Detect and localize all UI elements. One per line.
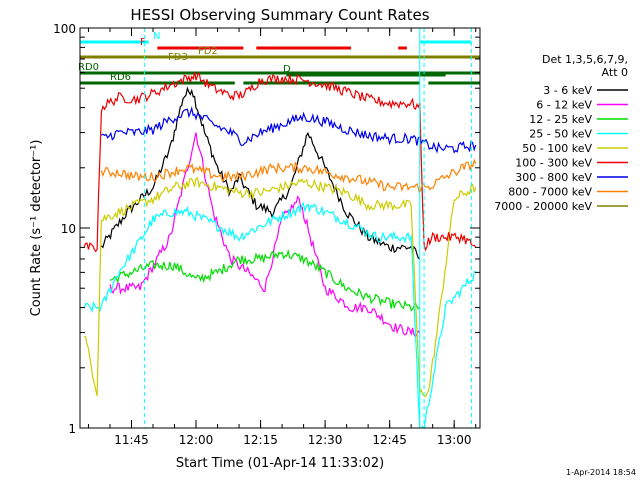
legend-label-3-6-kev: 3 - 6 keV — [543, 84, 592, 97]
legend-label-800-7000-kev: 800 - 7000 keV — [508, 186, 592, 199]
series-line-6-12-kev — [109, 132, 421, 338]
y-tick-label: 1 — [68, 422, 76, 436]
series-line-50-100-kev — [84, 176, 477, 398]
flag-label-d: D — [283, 64, 291, 75]
date-stamp: 1-Apr-2014 18:54 — [566, 468, 636, 477]
x-tick-label: 12:30 — [308, 433, 343, 447]
series-layer — [83, 71, 477, 428]
series-line-100-300-kev — [83, 71, 477, 253]
x-tick-label: 13:00 — [437, 433, 472, 447]
x-tick-label: 12:00 — [179, 433, 214, 447]
flag-label-n: N — [153, 31, 160, 42]
series-line-300-800-kev — [101, 105, 477, 154]
flag-label-fd3: FD3 — [168, 52, 188, 63]
legend-label-25-50-kev: 25 - 50 keV — [529, 128, 592, 141]
legend-label-7000-20000-kev: 7000 - 20000 keV — [494, 200, 592, 213]
x-tick-label: 11:45 — [114, 433, 149, 447]
legend-label-50-100-kev: 50 - 100 keV — [522, 142, 592, 155]
x-tick-label: 12:15 — [243, 433, 278, 447]
legend-label-12-25-kev: 12 - 25 keV — [529, 113, 592, 126]
series-line-25-50-kev — [83, 201, 477, 428]
legend-label-300-800-kev: 300 - 800 keV — [515, 171, 592, 184]
flag-label-rd0: RD0 — [78, 62, 99, 73]
legend-label-100-300-kev: 100 - 300 keV — [515, 157, 592, 170]
legend-header: Att 0 — [602, 66, 628, 79]
flag-label-fd2: FD2 — [198, 46, 218, 57]
y-axis-label: Count Rate (s⁻¹ detector⁻¹) — [29, 140, 44, 317]
chart-title: HESSI Observing Summary Count Rates — [130, 6, 429, 24]
series-line-800-7000-kev — [100, 158, 477, 193]
y-tick-label: 10 — [61, 222, 76, 236]
x-axis-label: Start Time (01-Apr-14 11:33:02) — [176, 456, 384, 471]
legend-label-6-12-kev: 6 - 12 keV — [536, 99, 592, 112]
x-tick-label: 12:45 — [372, 433, 407, 447]
legend: Det 1,3,5,6,7,9,Att 0 3 - 6 keV 6 - 12 keV… — [494, 53, 628, 213]
series-line-12-25-kev — [109, 248, 421, 312]
flag-label-f: F — [140, 37, 146, 48]
flag-label-rd6: RD6 — [110, 72, 131, 83]
flag-bars-layer: NF FD2 FD3 RD0 D RD6 — [78, 31, 480, 85]
y-tick-label: 100 — [53, 22, 76, 36]
legend-header: Det 1,3,5,6,7,9, — [542, 53, 628, 66]
axis-ticks-layer: 11:45 12:00 12:15 12:30 12:45 13:00 1 10 100 — [53, 22, 480, 447]
